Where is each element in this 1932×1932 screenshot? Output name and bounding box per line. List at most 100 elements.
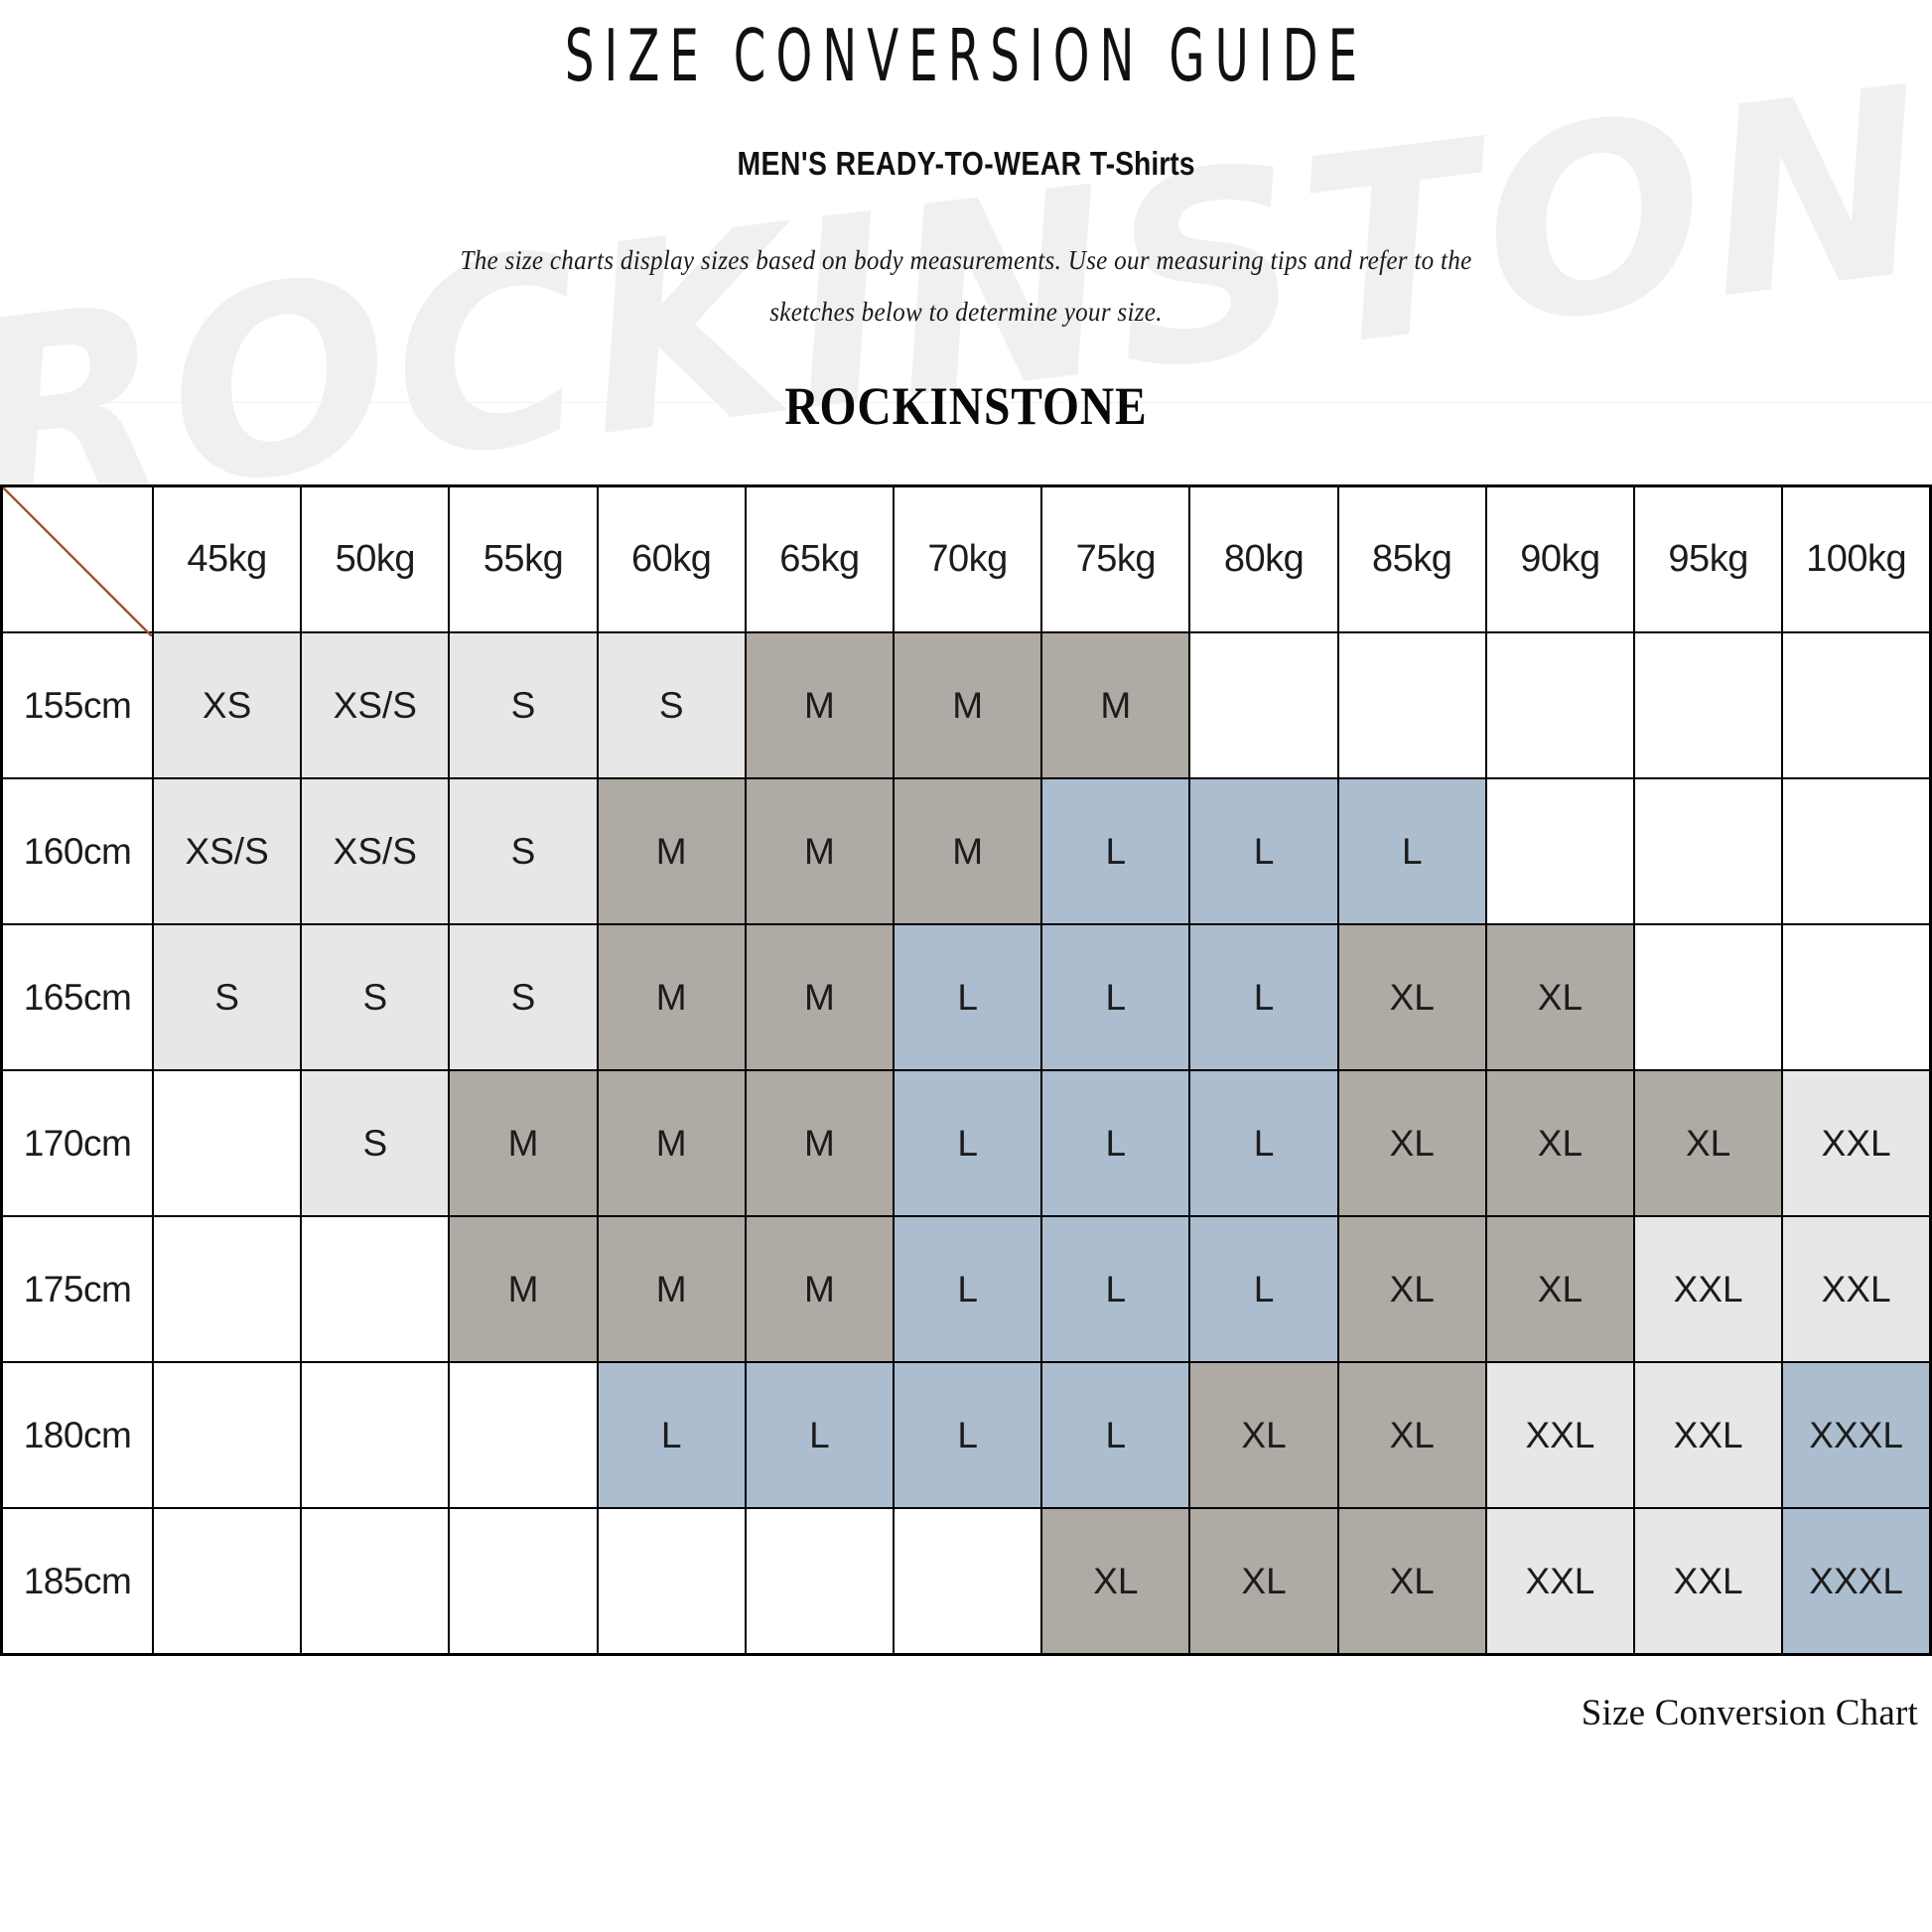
row-header-170cm: 170cm — [0, 1069, 154, 1217]
size-cell-180cm-75kg: L — [1040, 1361, 1191, 1509]
size-guide-page: SIZE CONVERSION GUIDE MEN'S READY-TO-WEA… — [0, 14, 1932, 1733]
table-row: 160cm XS/S XS/S S M M M L L L — [0, 777, 1932, 925]
size-cell-165cm-60kg: M — [596, 923, 747, 1071]
size-cell-175cm-55kg: M — [448, 1215, 599, 1363]
size-cell-155cm-60kg: S — [596, 631, 747, 779]
size-cell-185cm-60kg — [596, 1507, 747, 1656]
size-cell-175cm-100kg: XXL — [1781, 1215, 1932, 1363]
size-cell-170cm-70kg: L — [893, 1069, 1043, 1217]
col-header-90kg: 90kg — [1484, 484, 1636, 633]
col-header-100kg: 100kg — [1781, 484, 1932, 633]
table-header-row: 45kg 50kg 55kg 60kg 65kg 70kg 75kg 80kg … — [0, 484, 1932, 636]
corner-cell — [0, 484, 154, 636]
col-header-65kg: 65kg — [744, 484, 896, 633]
size-cell-155cm-90kg — [1484, 631, 1636, 779]
size-cell-185cm-45kg — [151, 1507, 303, 1656]
size-cell-155cm-80kg — [1188, 631, 1339, 779]
size-cell-165cm-55kg: S — [448, 923, 599, 1071]
page-subtitle: MEN'S READY-TO-WEAR T-Shirts — [135, 97, 1797, 183]
table-row: 170cm S M M M L L L XL XL XL XXL — [0, 1069, 1932, 1217]
subtitle-garment: T-Shirts — [1089, 145, 1195, 182]
col-header-45kg: 45kg — [151, 484, 303, 633]
table-row: 180cm L L L L XL XL XXL XXL XXXL — [0, 1361, 1932, 1509]
table-row: 175cm M M M L L L XL XL XXL XXL — [0, 1215, 1932, 1363]
size-cell-165cm-85kg: XL — [1336, 923, 1487, 1071]
size-cell-185cm-90kg: XXL — [1484, 1507, 1636, 1656]
size-cell-155cm-65kg: M — [744, 631, 896, 779]
size-cell-175cm-50kg — [300, 1215, 451, 1363]
size-cell-180cm-100kg: XXXL — [1781, 1361, 1932, 1509]
size-cell-160cm-95kg — [1633, 777, 1784, 925]
table-head: 45kg 50kg 55kg 60kg 65kg 70kg 75kg 80kg … — [0, 484, 1932, 636]
size-cell-165cm-70kg: L — [893, 923, 1043, 1071]
size-cell-180cm-50kg — [300, 1361, 451, 1509]
size-cell-155cm-95kg — [1633, 631, 1784, 779]
brand-name: ROCKINSTONE — [784, 376, 1148, 436]
size-cell-155cm-55kg: S — [448, 631, 599, 779]
size-cell-160cm-50kg: XS/S — [300, 777, 451, 925]
table-row: 165cm S S S M M L L L XL XL — [0, 923, 1932, 1071]
size-cell-165cm-65kg: M — [744, 923, 896, 1071]
size-cell-160cm-80kg: L — [1188, 777, 1339, 925]
size-cell-170cm-100kg: XXL — [1781, 1069, 1932, 1217]
size-cell-170cm-60kg: M — [596, 1069, 747, 1217]
size-cell-180cm-95kg: XXL — [1633, 1361, 1784, 1509]
page-title: SIZE CONVERSION GUIDE — [564, 14, 1368, 97]
size-cell-165cm-75kg: L — [1040, 923, 1191, 1071]
col-header-80kg: 80kg — [1188, 484, 1339, 633]
size-cell-180cm-60kg: L — [596, 1361, 747, 1509]
size-cell-170cm-65kg: M — [744, 1069, 896, 1217]
size-cell-180cm-90kg: XXL — [1484, 1361, 1636, 1509]
size-cell-185cm-55kg — [448, 1507, 599, 1656]
size-cell-185cm-95kg: XXL — [1633, 1507, 1784, 1656]
size-cell-160cm-45kg: XS/S — [151, 777, 303, 925]
size-cell-160cm-85kg: L — [1336, 777, 1487, 925]
size-cell-155cm-45kg: XS — [151, 631, 303, 779]
size-cell-165cm-95kg — [1633, 923, 1784, 1071]
col-header-60kg: 60kg — [596, 484, 747, 633]
table-caption: Size Conversion Chart — [1581, 1693, 1918, 1733]
size-cell-170cm-80kg: L — [1188, 1069, 1339, 1217]
size-cell-180cm-55kg — [448, 1361, 599, 1509]
size-cell-180cm-65kg: L — [744, 1361, 896, 1509]
table-body: 155cm XS XS/S S S M M M 160cm XS/S XS/S S M M M L L L 165c… — [0, 631, 1932, 1656]
row-header-165cm: 165cm — [0, 923, 154, 1071]
size-cell-155cm-70kg: M — [893, 631, 1043, 779]
col-header-75kg: 75kg — [1040, 484, 1191, 633]
size-cell-155cm-100kg — [1781, 631, 1932, 779]
size-cell-185cm-65kg — [744, 1507, 896, 1656]
size-cell-170cm-90kg: XL — [1484, 1069, 1636, 1217]
row-header-160cm: 160cm — [0, 777, 154, 925]
size-cell-170cm-95kg: XL — [1633, 1069, 1784, 1217]
size-cell-165cm-80kg: L — [1188, 923, 1339, 1071]
table-row: 185cm XL XL XL XXL XXL XXXL — [0, 1507, 1932, 1656]
row-header-155cm: 155cm — [0, 631, 154, 779]
size-cell-170cm-85kg: XL — [1336, 1069, 1487, 1217]
size-cell-160cm-90kg — [1484, 777, 1636, 925]
size-cell-170cm-55kg: M — [448, 1069, 599, 1217]
size-conversion-table: 45kg 50kg 55kg 60kg 65kg 70kg 75kg 80kg … — [0, 484, 1932, 1656]
col-header-95kg: 95kg — [1633, 484, 1784, 633]
size-cell-175cm-90kg: XL — [1484, 1215, 1636, 1363]
size-cell-180cm-80kg: XL — [1188, 1361, 1339, 1509]
size-cell-175cm-80kg: L — [1188, 1215, 1339, 1363]
size-cell-155cm-85kg — [1336, 631, 1487, 779]
size-cell-185cm-50kg — [300, 1507, 451, 1656]
size-cell-175cm-75kg: L — [1040, 1215, 1191, 1363]
size-cell-165cm-90kg: XL — [1484, 923, 1636, 1071]
size-cell-165cm-100kg — [1781, 923, 1932, 1071]
size-cell-185cm-100kg: XXXL — [1781, 1507, 1932, 1656]
size-cell-155cm-75kg: M — [1040, 631, 1191, 779]
size-cell-165cm-45kg: S — [151, 923, 303, 1071]
size-cell-175cm-95kg: XXL — [1633, 1215, 1784, 1363]
diagonal-divider-icon — [3, 487, 152, 636]
size-cell-175cm-60kg: M — [596, 1215, 747, 1363]
size-cell-170cm-75kg: L — [1040, 1069, 1191, 1217]
size-cell-180cm-85kg: XL — [1336, 1361, 1487, 1509]
size-cell-160cm-65kg: M — [744, 777, 896, 925]
table-row: 155cm XS XS/S S S M M M — [0, 631, 1932, 779]
row-header-185cm: 185cm — [0, 1507, 154, 1656]
watermark-rule — [0, 402, 1932, 403]
size-cell-160cm-75kg: L — [1040, 777, 1191, 925]
size-cell-175cm-85kg: XL — [1336, 1215, 1487, 1363]
